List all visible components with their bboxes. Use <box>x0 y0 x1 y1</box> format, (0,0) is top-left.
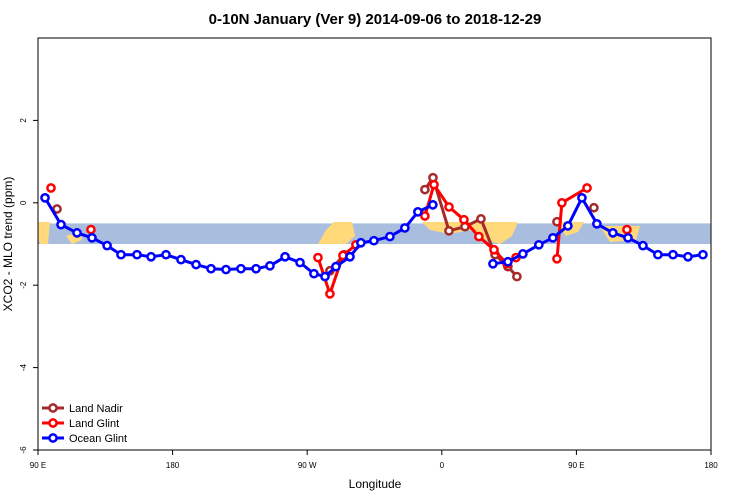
data-point <box>325 289 335 299</box>
chart-title: 0-10N January (Ver 9) 2014-09-06 to 2018… <box>209 11 542 28</box>
data-point <box>668 249 678 260</box>
x-tick-label: 0 <box>440 461 445 470</box>
data-point <box>313 252 323 263</box>
data-point <box>552 253 562 264</box>
data-point <box>427 200 438 210</box>
data-point <box>474 231 484 242</box>
data-point <box>503 256 513 267</box>
data-point <box>265 260 275 271</box>
legend-label: Land Glint <box>69 418 119 430</box>
data-point <box>429 179 439 190</box>
data-point <box>320 271 330 282</box>
data-point <box>369 235 379 246</box>
data-point <box>534 239 544 250</box>
data-point <box>577 193 587 203</box>
y-tick-label: -6 <box>19 446 28 454</box>
data-point <box>132 249 142 260</box>
data-point <box>206 263 216 274</box>
legend-marker <box>48 403 58 413</box>
data-point <box>488 258 498 269</box>
data-point <box>589 202 599 213</box>
data-point <box>582 183 592 193</box>
data-point <box>608 228 618 238</box>
data-point <box>56 219 66 230</box>
data-point <box>102 240 112 251</box>
legend-label: Land Nadir <box>69 403 123 415</box>
legend-marker <box>48 418 58 428</box>
data-point <box>420 184 430 195</box>
band <box>38 223 711 244</box>
data-point <box>489 244 499 255</box>
data-point <box>331 261 341 272</box>
x-tick-label: 180 <box>166 461 180 470</box>
data-point <box>146 251 156 262</box>
data-point <box>46 183 56 193</box>
data-point <box>512 271 522 282</box>
data-point <box>251 263 261 274</box>
data-point <box>653 249 663 260</box>
data-point <box>557 197 567 208</box>
data-point <box>191 259 201 270</box>
data-point <box>592 218 602 229</box>
data-point <box>622 224 632 235</box>
land <box>318 222 355 244</box>
legend-marker <box>48 433 58 443</box>
data-point <box>176 254 186 265</box>
y-tick-label: 0 <box>19 200 28 205</box>
data-point <box>400 223 410 233</box>
data-point <box>563 221 573 231</box>
data-point <box>385 231 395 242</box>
x-axis-label: Longitude <box>349 477 402 491</box>
data-point <box>548 232 558 243</box>
data-point <box>161 249 171 260</box>
x-tick-label: 180 <box>704 461 718 470</box>
x-tick-label: 90 E <box>568 461 584 470</box>
band-layer <box>38 223 711 244</box>
data-point <box>444 202 454 212</box>
data-point <box>638 240 648 251</box>
data-point <box>683 251 693 262</box>
plot-frame <box>37 37 712 451</box>
data-point <box>413 207 423 217</box>
data-point <box>72 228 82 238</box>
land <box>38 222 50 244</box>
data-point <box>221 264 231 275</box>
data-point <box>698 249 708 260</box>
data-point <box>518 249 528 259</box>
data-point <box>116 249 126 260</box>
data-point <box>623 232 633 243</box>
data-point <box>280 251 290 262</box>
y-tick-label: -4 <box>19 363 28 371</box>
data-point <box>40 193 50 203</box>
x-tick-label: 90 E <box>30 461 46 470</box>
data-point <box>420 211 430 221</box>
data-point <box>345 251 355 262</box>
data-point <box>52 204 62 214</box>
data-point <box>476 214 486 224</box>
data-point <box>444 225 454 236</box>
data-point <box>87 232 97 243</box>
legend-label: Ocean Glint <box>69 433 127 445</box>
data-point <box>236 263 246 274</box>
y-tick-label: -2 <box>19 281 28 289</box>
data-point <box>295 257 305 268</box>
x-tick-label: 90 W <box>298 461 317 470</box>
data-point <box>309 268 319 279</box>
data-point <box>459 214 469 225</box>
data-point <box>356 237 366 248</box>
data-point <box>86 224 96 235</box>
y-tick-label: 2 <box>19 118 28 123</box>
y-axis-label: XCO2 - MLO trend (ppm) <box>1 177 15 312</box>
